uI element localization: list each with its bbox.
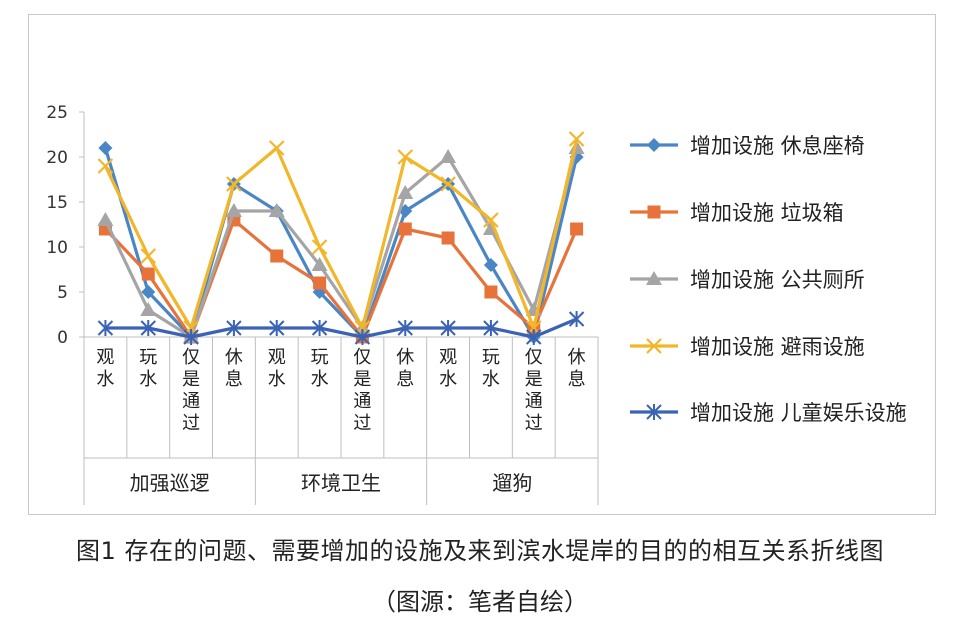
data-point — [313, 276, 327, 290]
data-point — [483, 320, 499, 336]
data-point — [397, 320, 413, 336]
data-point — [268, 203, 285, 217]
x-tick-label: 玩水 — [482, 347, 500, 390]
data-point — [397, 185, 414, 199]
data-point — [570, 222, 584, 236]
data-point — [647, 138, 661, 152]
legend-label: 增加设施 儿童娱乐设施 — [690, 401, 907, 425]
x-tick-label: 休息 — [225, 347, 243, 390]
legend-label: 增加设施 避雨设施 — [690, 335, 865, 359]
data-point — [440, 320, 456, 336]
data-point — [225, 203, 242, 217]
data-point — [398, 222, 412, 236]
data-point — [568, 131, 585, 147]
y-tick-label: 25 — [46, 103, 68, 123]
y-tick-label: 0 — [57, 328, 68, 348]
x-tick-label: 休息 — [568, 347, 586, 390]
chart-frame — [28, 14, 936, 515]
data-point — [140, 302, 157, 316]
data-point — [526, 329, 542, 345]
y-tick-label: 20 — [46, 148, 68, 168]
data-point — [226, 176, 242, 192]
figure-source: （图源：笔者自绘） — [372, 588, 588, 616]
series-line — [105, 317, 578, 339]
x-tick-label: 观水 — [439, 347, 457, 390]
x-tick-label: 休息 — [396, 347, 414, 390]
x-group-label: 加强巡逻 — [130, 471, 210, 495]
y-tick-label: 5 — [57, 283, 68, 303]
data-point — [440, 176, 456, 192]
x-tick-label: 玩水 — [139, 347, 157, 390]
data-point — [354, 329, 371, 345]
data-point — [311, 257, 328, 271]
series-line — [103, 138, 579, 330]
data-point — [269, 320, 285, 336]
data-point — [311, 320, 328, 336]
y-tick-label: 15 — [46, 193, 68, 213]
data-point — [646, 271, 662, 285]
data-point — [141, 267, 155, 281]
data-point — [140, 320, 156, 336]
series-line — [104, 218, 579, 339]
data-point — [311, 239, 328, 255]
data-point — [141, 285, 156, 299]
legend-label: 增加设施 休息座椅 — [690, 134, 865, 158]
x-tick-label: 仅是通过 — [525, 347, 543, 434]
data-point — [97, 320, 114, 336]
figure-caption: 图1 存在的问题、需要增加的设施及来到滨水堤岸的目的的相互关系折线图 — [76, 537, 884, 565]
data-point — [97, 212, 114, 226]
series-line — [103, 147, 579, 339]
data-point — [440, 149, 457, 163]
data-point — [226, 320, 242, 336]
data-point — [646, 404, 662, 420]
series-line — [103, 147, 579, 339]
x-tick-label: 仅是通过 — [182, 347, 200, 434]
x-tick-label: 观水 — [96, 347, 114, 390]
data-point — [441, 231, 455, 245]
x-tick-label: 观水 — [268, 347, 286, 390]
data-point — [646, 338, 662, 354]
legend-label: 增加设施 垃圾箱 — [690, 201, 844, 225]
x-group-label: 环境卫生 — [301, 471, 381, 495]
data-point — [140, 248, 157, 264]
data-point — [483, 212, 499, 228]
data-point — [268, 140, 285, 156]
data-point — [483, 258, 498, 272]
line-chart: 0510152025观水玩水仅是通过休息观水玩水仅是通过休息观水玩水仅是通过休息… — [46, 103, 907, 505]
data-point — [97, 158, 114, 174]
data-point — [183, 329, 199, 345]
data-point — [397, 149, 414, 165]
y-tick-label: 10 — [46, 238, 68, 258]
legend-label: 增加设施 公共厕所 — [690, 268, 865, 292]
x-group-label: 遛狗 — [492, 471, 532, 495]
data-point — [568, 311, 585, 327]
data-point — [647, 205, 661, 219]
x-tick-label: 玩水 — [311, 347, 329, 390]
data-point — [484, 285, 498, 299]
data-point — [98, 141, 113, 155]
data-point — [270, 249, 284, 263]
x-tick-label: 仅是通过 — [353, 347, 371, 434]
